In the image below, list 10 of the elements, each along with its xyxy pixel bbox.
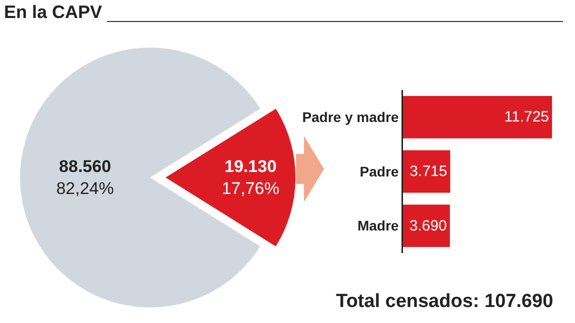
text: Total censados: 107.690 — [336, 291, 554, 312]
data-label: 19.130 17,76% — [222, 156, 280, 198]
data-label: 3.715 — [410, 163, 448, 180]
y-tick-label: Madre — [357, 218, 399, 234]
data-label: 88.560 82,24% — [56, 156, 114, 198]
data-label: 3.690 — [409, 217, 447, 234]
chart-title: En la CAPV — [4, 2, 102, 23]
y-tick-label: Padre y madre — [302, 109, 399, 126]
y-tick-label: Padre — [360, 163, 399, 180]
data-label: 11.725 — [504, 108, 550, 126]
